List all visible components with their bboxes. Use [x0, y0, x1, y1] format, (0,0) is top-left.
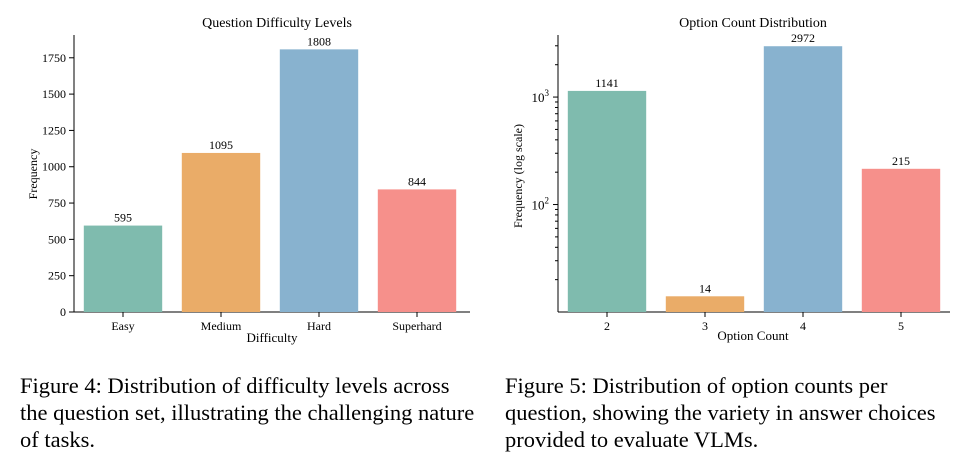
data-label: 1095 — [209, 138, 233, 152]
figure-5-caption: Figure 5: Distribution of option counts … — [505, 373, 936, 452]
bar — [279, 49, 359, 313]
x-tick-label: 2 — [604, 319, 610, 333]
x-tick-label: Easy — [111, 319, 134, 333]
y-tick-label: 102 — [532, 196, 550, 213]
x-tick-label: Superhard — [392, 319, 441, 333]
figure-4-caption: Figure 4: Distribution of difficulty lev… — [20, 373, 475, 452]
y-tick-label: 250 — [48, 269, 66, 283]
x-tick-label: 5 — [898, 319, 904, 333]
chart-title: Option Count Distribution — [679, 16, 827, 31]
data-label: 844 — [408, 174, 426, 188]
x-axis-label: Option Count — [717, 328, 789, 343]
bar — [181, 152, 261, 312]
y-tick-label: 103 — [532, 88, 550, 105]
x-tick-label: Hard — [307, 319, 331, 333]
bar — [567, 90, 647, 312]
bar — [861, 168, 941, 312]
data-label: 1141 — [595, 76, 619, 90]
bar — [665, 296, 745, 312]
data-label: 1808 — [307, 34, 331, 48]
y-tick-label: 1500 — [42, 87, 66, 101]
y-tick-label: 0 — [60, 305, 66, 319]
x-tick-label: 3 — [702, 319, 708, 333]
y-tick-label: 750 — [48, 196, 66, 210]
x-tick-label: Medium — [201, 319, 242, 333]
x-tick-label: 4 — [800, 319, 806, 333]
y-axis-label: Frequency (log scale) — [511, 124, 525, 228]
bar — [83, 225, 163, 312]
x-axis-label: Difficulty — [246, 330, 298, 345]
y-tick-label: 500 — [48, 232, 66, 246]
data-label: 595 — [114, 211, 132, 225]
chart-title: Question Difficulty Levels — [202, 16, 352, 31]
y-tick-label: 1000 — [42, 160, 66, 174]
data-label: 215 — [892, 154, 910, 168]
y-tick-label: 1750 — [42, 51, 66, 65]
option-count-chart: Option Count Distribution 102 103 1141 2 14 3… — [511, 16, 950, 343]
bar — [377, 189, 457, 312]
data-label: 2972 — [791, 31, 815, 45]
data-label: 14 — [699, 281, 711, 295]
difficulty-levels-chart: Question Difficulty Levels 0 250 500 750 100… — [26, 16, 470, 345]
y-tick-label: 1250 — [42, 123, 66, 137]
y-axis-label: Frequency — [26, 149, 40, 200]
bar — [763, 46, 843, 312]
